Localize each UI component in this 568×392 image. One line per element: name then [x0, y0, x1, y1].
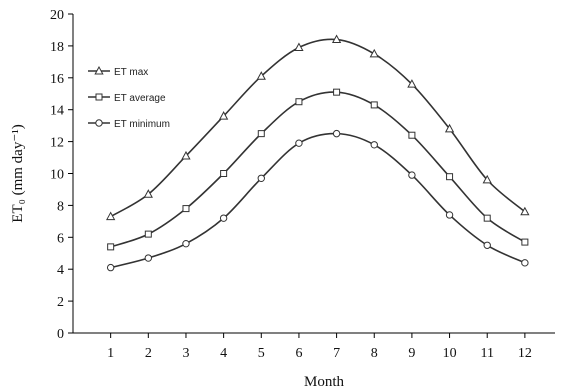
data-point-circle — [182, 239, 190, 248]
data-point-square — [446, 173, 454, 181]
x-axis-title: Month — [304, 374, 345, 390]
series-line-triangle — [110, 38, 526, 218]
series-layer — [106, 34, 530, 272]
y-tick-label: 4 — [57, 263, 64, 278]
data-point-circle — [295, 139, 303, 147]
data-point-circle — [106, 263, 115, 272]
x-ticks: 1 2 3 4 5 6 7 8 9 10 11 12 — [107, 333, 532, 361]
data-point-triangle — [143, 189, 153, 198]
y-tick-label: 16 — [50, 72, 64, 87]
data-point-circle — [219, 214, 228, 222]
x-tick-label: 10 — [443, 346, 457, 361]
legend-marker-square — [95, 93, 103, 101]
x-tick-label: 11 — [480, 346, 493, 361]
data-point-square — [521, 238, 529, 246]
data-point-triangle — [407, 79, 417, 88]
data-point-triangle — [369, 48, 379, 58]
data-point-triangle — [444, 123, 455, 133]
y-tick-label: 0 — [57, 327, 64, 342]
y-tick-label: 12 — [50, 136, 64, 151]
y-tick-label: 6 — [57, 231, 64, 246]
data-point-triangle — [482, 174, 492, 184]
data-point-square — [182, 205, 190, 213]
data-point-circle — [370, 141, 378, 149]
data-point-triangle — [294, 42, 304, 51]
x-tick-label: 9 — [408, 346, 415, 361]
data-point-circle — [445, 211, 454, 219]
x-tick-label: 4 — [220, 346, 227, 361]
y-tick-label: 10 — [50, 168, 64, 183]
x-tick-label: 2 — [145, 346, 152, 361]
series-circle — [106, 129, 529, 272]
series-line-circle — [110, 132, 526, 269]
data-point-circle — [257, 174, 265, 182]
data-point-triangle — [218, 111, 229, 120]
data-point-square — [107, 243, 115, 251]
y-tick-label: 8 — [57, 199, 64, 214]
legend-label: ET average — [114, 93, 166, 104]
data-point-triangle — [106, 211, 116, 221]
data-point-circle — [408, 171, 416, 179]
data-point-square — [295, 98, 303, 106]
data-point-triangle — [181, 150, 191, 160]
data-point-square — [408, 131, 416, 139]
data-point-square — [220, 170, 228, 177]
x-tick-label: 12 — [518, 346, 532, 361]
y-tick-label: 2 — [57, 295, 64, 310]
x-tick-label: 3 — [182, 346, 189, 361]
x-tick-label: 1 — [107, 346, 114, 361]
data-point-triangle — [256, 71, 266, 80]
data-point-circle — [332, 129, 341, 138]
data-point-square — [144, 230, 152, 238]
data-point-square — [333, 88, 341, 96]
legend-marker-triangle — [94, 65, 104, 75]
x-tick-label: 6 — [295, 346, 302, 361]
legend-marker-circle — [95, 119, 103, 127]
x-tick-label: 8 — [371, 346, 378, 361]
x-tick-label: 5 — [258, 346, 265, 361]
data-point-circle — [144, 254, 153, 262]
y-tick-label: 14 — [50, 104, 64, 119]
legend: ET max ET average ET minimum — [88, 65, 170, 130]
data-point-circle — [521, 259, 529, 267]
x-tick-label: 7 — [333, 346, 340, 361]
legend-label: ET max — [114, 67, 148, 78]
data-point-circle — [483, 241, 491, 249]
series-square — [107, 88, 529, 251]
legend-label: ET minimum — [114, 119, 170, 130]
data-point-square — [370, 101, 378, 109]
y-axis-title: ET₀ (mm day⁻¹) — [10, 124, 26, 222]
y-ticks: 0 2 4 6 8 10 12 14 16 18 20 — [50, 8, 73, 342]
series-triangle — [106, 34, 530, 221]
data-point-square — [257, 130, 265, 138]
y-tick-label: 20 — [50, 8, 64, 23]
y-tick-label: 18 — [50, 40, 64, 55]
data-point-square — [483, 214, 491, 222]
data-point-triangle — [331, 34, 342, 44]
data-point-triangle — [520, 206, 530, 216]
